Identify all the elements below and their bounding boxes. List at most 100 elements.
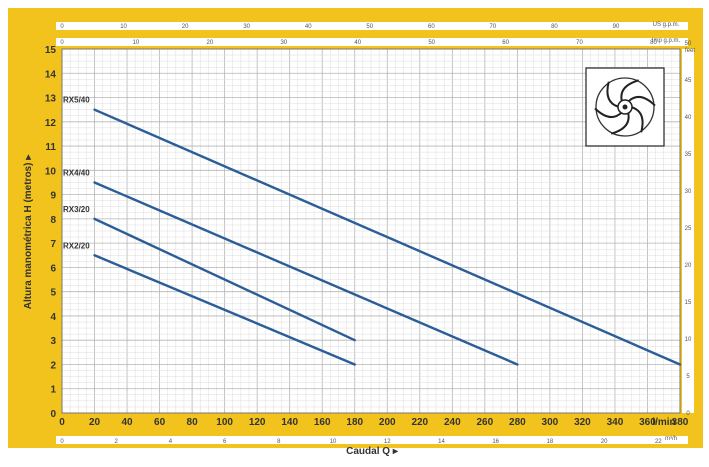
x-tick-label: 80 xyxy=(187,417,199,428)
usgpm-tick-label: 70 xyxy=(490,24,497,30)
y-tick-label: 5 xyxy=(50,288,56,299)
m3h-tick-label: 4 xyxy=(169,439,173,445)
m3h-tick-label: 18 xyxy=(547,439,554,445)
y-tick-label: 13 xyxy=(45,94,57,105)
usgpm-tick-label: 80 xyxy=(551,24,558,30)
x-tick-label: 320 xyxy=(574,417,591,428)
x-tick-label: 280 xyxy=(509,417,526,428)
bottom-scale-strip xyxy=(56,436,688,444)
feet-tick-label: 35 xyxy=(685,152,692,158)
series-label-rx4-40: RX4/40 xyxy=(63,168,90,177)
series-label-rx2-20: RX2/20 xyxy=(63,241,90,250)
feet-tick-label: 30 xyxy=(685,189,692,195)
m3h-tick-label: 16 xyxy=(492,439,499,445)
y-tick-label: 4 xyxy=(50,312,56,323)
impeller-vane xyxy=(594,107,623,118)
right-scale-strip xyxy=(682,49,694,413)
usgpm-tick-label: 30 xyxy=(243,24,250,30)
m3h-tick-label: 20 xyxy=(601,439,608,445)
usgpm-tick-label: 60 xyxy=(428,24,435,30)
feet-tick-label: 25 xyxy=(685,226,692,232)
impeller-vane xyxy=(620,79,640,103)
series-label-rx3-20: RX3/20 xyxy=(63,205,90,214)
x-tick-label: 100 xyxy=(216,417,233,428)
impeller-icon xyxy=(585,67,665,147)
series-line-rx3-20 xyxy=(93,217,356,342)
y-tick-label: 1 xyxy=(50,385,56,396)
top-scale-strip-2 xyxy=(56,38,688,46)
y-tick-label: 14 xyxy=(45,69,57,80)
impgpm-tick-label: 80 xyxy=(650,40,657,46)
x-tick-label: 260 xyxy=(476,417,493,428)
usgpm-tick-label: 0 xyxy=(60,24,64,30)
y-tick-label: 15 xyxy=(45,45,57,56)
m3h-tick-label: 6 xyxy=(223,439,227,445)
x-tick-label: 180 xyxy=(346,417,363,428)
x-tick-label: 360 xyxy=(639,417,656,428)
series-line-rx2-20 xyxy=(93,254,356,366)
feet-tick-label: 15 xyxy=(685,300,692,306)
x-tick-label: 200 xyxy=(379,417,396,428)
impgpm-tick-label: 30 xyxy=(280,40,287,46)
y-tick-label: 2 xyxy=(50,360,56,371)
feet-tick-label: 45 xyxy=(685,78,692,84)
x-tick-label: 120 xyxy=(249,417,266,428)
feet-tick-label: 20 xyxy=(685,263,692,269)
usgpm-tick-label: 90 xyxy=(613,24,620,30)
y-axis-label: Altura manométrica H (metros) ▸ xyxy=(23,154,34,309)
impeller-vane xyxy=(610,111,630,135)
y-tick-label: 3 xyxy=(50,336,56,347)
y-unit-feet: feet xyxy=(685,48,695,54)
x-tick-label: 20 xyxy=(89,417,101,428)
x-tick-label: 240 xyxy=(444,417,461,428)
y-tick-label: 9 xyxy=(50,191,56,202)
x-unit-m3h: m³/h xyxy=(665,436,677,442)
y-tick-label: 11 xyxy=(45,142,56,153)
x-unit-impgpm: Imp g.p.m. xyxy=(652,38,681,44)
y-tick-label: 0 xyxy=(50,409,56,420)
y-tick-label: 8 xyxy=(50,215,56,226)
feet-tick-label: 50 xyxy=(685,41,692,47)
x-tick-label: 300 xyxy=(542,417,559,428)
m3h-tick-label: 22 xyxy=(655,439,662,445)
x-tick-label: 140 xyxy=(281,417,298,428)
series-line-rx4-40 xyxy=(93,181,519,366)
impeller-vane xyxy=(606,81,620,108)
impeller-shaft xyxy=(622,104,628,110)
impgpm-tick-label: 50 xyxy=(428,40,435,46)
x-tick-label: 60 xyxy=(154,417,166,428)
y-tick-label: 7 xyxy=(50,239,56,250)
series-line-rx5-40 xyxy=(93,108,682,366)
usgpm-tick-label: 40 xyxy=(305,24,312,30)
impgpm-tick-label: 70 xyxy=(576,40,583,46)
impgpm-tick-label: 40 xyxy=(354,40,361,46)
top-scale-strip-1 xyxy=(56,22,688,30)
usgpm-tick-label: 50 xyxy=(366,24,373,30)
x-unit-main: l/min xyxy=(652,417,675,428)
m3h-tick-label: 12 xyxy=(384,439,391,445)
impgpm-tick-label: 20 xyxy=(207,40,214,46)
feet-tick-label: 40 xyxy=(685,115,692,121)
usgpm-tick-label: 10 xyxy=(120,24,127,30)
x-tick-label: 40 xyxy=(121,417,133,428)
usgpm-tick-label: 20 xyxy=(182,24,189,30)
y-tick-label: 10 xyxy=(45,166,57,177)
m3h-tick-label: 2 xyxy=(115,439,119,445)
feet-tick-label: 10 xyxy=(685,337,692,343)
y-tick-label: 6 xyxy=(50,263,56,274)
impeller-vane xyxy=(630,106,644,133)
x-tick-label: 160 xyxy=(314,417,331,428)
x-tick-label: 380 xyxy=(672,417,689,428)
m3h-tick-label: 14 xyxy=(438,439,445,445)
m3h-tick-label: 10 xyxy=(330,439,337,445)
plot-border xyxy=(61,48,681,414)
series-label-rx5-40: RX5/40 xyxy=(63,96,90,105)
impgpm-tick-label: 60 xyxy=(502,40,509,46)
feet-tick-label: 5 xyxy=(686,374,690,380)
feet-tick-label: 0 xyxy=(686,411,690,417)
x-axis-label: Caudal Q ▸ xyxy=(346,446,399,457)
x-tick-label: 340 xyxy=(607,417,624,428)
m3h-tick-label: 8 xyxy=(277,439,281,445)
